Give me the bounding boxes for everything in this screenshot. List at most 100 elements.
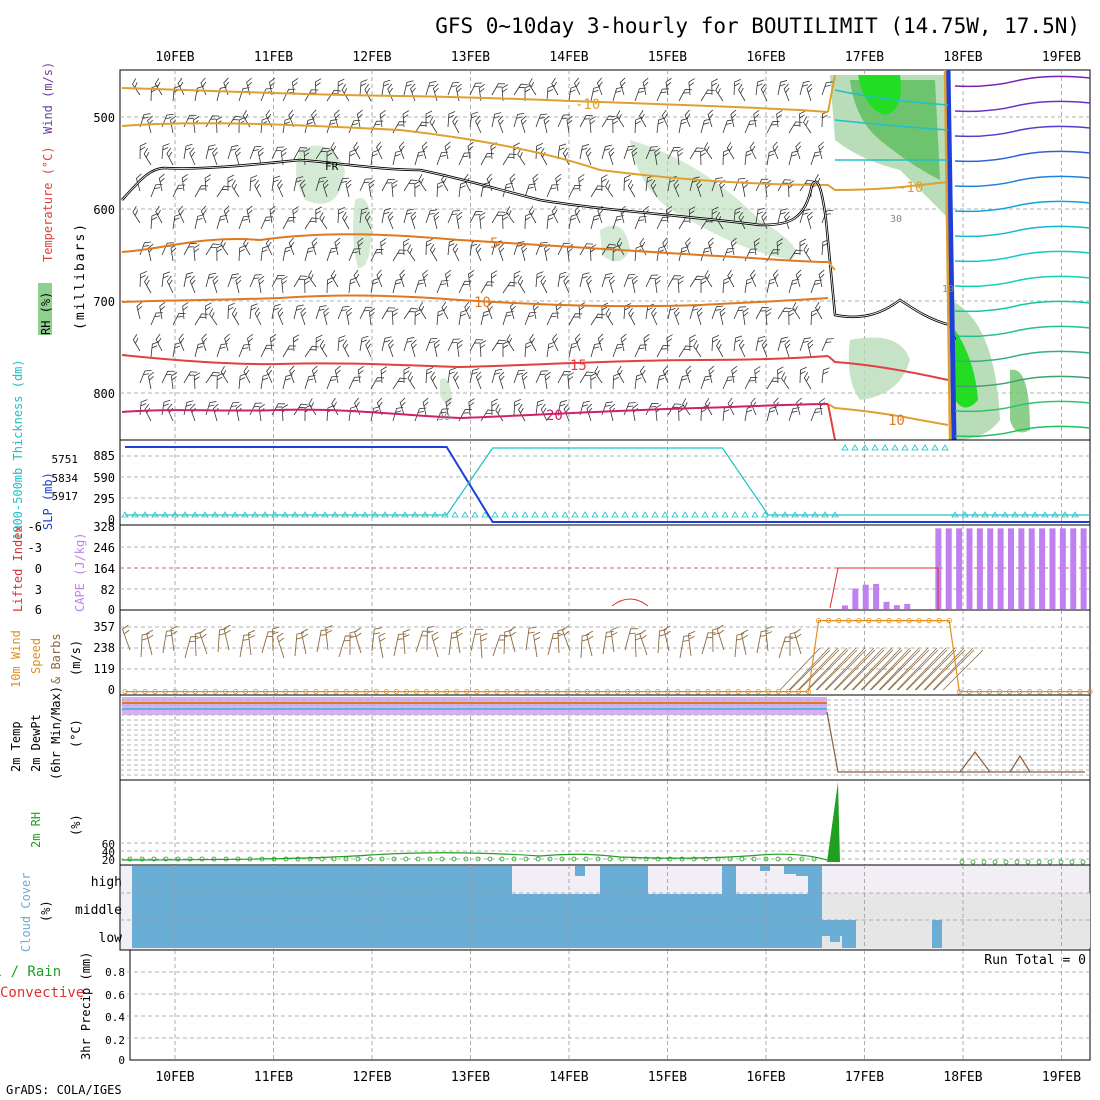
late-contour: [954, 350, 1091, 363]
wind-barb: [315, 206, 322, 224]
thickness-marker: [831, 511, 839, 518]
rh-marker: [307, 856, 313, 862]
wind-barb: [733, 306, 747, 320]
wind-barb: [380, 238, 387, 256]
wind-barb: [634, 373, 644, 390]
wind-barb: [590, 313, 605, 326]
surface-barb: [851, 647, 903, 691]
wind-barb: [700, 276, 708, 293]
wind-marker: [383, 688, 389, 695]
wind-barb: [447, 367, 457, 384]
li-tick-m6: -6: [28, 520, 42, 534]
surface-barb: [194, 631, 203, 657]
wind-marker: [906, 617, 912, 624]
wind-barb: [315, 334, 323, 352]
wind-barb: [266, 365, 273, 384]
li-tick-6: 6: [35, 603, 42, 617]
wind-barb: [579, 272, 590, 288]
wind-barb: [308, 270, 317, 288]
wind-barb: [271, 146, 285, 160]
cape-bar: [1018, 528, 1025, 609]
wind-barb: [271, 303, 281, 320]
wind-barb: [418, 302, 427, 320]
surface-barb: [431, 631, 439, 658]
wind-barb: [231, 180, 240, 198]
wind-marker: [1006, 688, 1013, 695]
surface-barb: [806, 647, 858, 691]
wind-marker: [353, 688, 359, 695]
wind-barb: [469, 339, 484, 352]
thickness-marker: [211, 511, 219, 518]
wind-barb: [738, 339, 746, 358]
thickness-marker: [661, 511, 669, 518]
thickness-marker: [431, 511, 439, 518]
wind-marker: [1047, 688, 1053, 695]
wind-barb: [673, 307, 680, 326]
wind-barb: [689, 147, 704, 160]
wind-barb: [376, 397, 383, 416]
thickness-marker: [191, 511, 199, 518]
wind-barb: [643, 333, 650, 352]
thickness-marker: [381, 511, 389, 518]
wind-marker: [232, 688, 239, 695]
wind-barb: [204, 174, 212, 192]
cape-bar: [852, 588, 859, 609]
cape-bar: [1059, 528, 1066, 609]
wind-barb: [387, 211, 394, 230]
wind-barb: [608, 147, 615, 166]
wind-marker: [152, 688, 158, 695]
wind-barb: [136, 301, 143, 320]
rh-marker: [703, 856, 709, 862]
wind10m-axis-label: 10m Wind: [9, 630, 23, 688]
wind-barb: [260, 373, 270, 390]
thickness-marker: [991, 511, 999, 518]
rh-marker: [271, 856, 277, 862]
wind-barb: [634, 216, 647, 230]
wind-barb: [170, 372, 178, 390]
wind-marker: [212, 688, 219, 695]
wind-barb: [502, 281, 517, 294]
wind-barb: [139, 370, 152, 384]
wind-barb: [223, 205, 230, 224]
thickness-marker: [781, 511, 789, 518]
wind-barb: [391, 308, 399, 326]
contour-label-15: 15: [570, 358, 587, 374]
cape-bar: [987, 528, 994, 609]
cape-bar: [966, 528, 973, 609]
rh-shading: [296, 75, 1030, 440]
rh-marker: [223, 856, 229, 862]
wind-marker: [122, 688, 128, 695]
wind-barb: [257, 147, 264, 166]
wind-marker: [263, 688, 269, 695]
wind-barb: [346, 307, 353, 326]
wind-barb: [235, 275, 242, 294]
surface-barb: [765, 625, 773, 652]
rh2m-ticks: 60 40 20: [102, 838, 115, 867]
rh-marker: [235, 856, 241, 862]
surface-barb: [824, 647, 876, 691]
wind-barb: [628, 307, 636, 326]
surface-barb: [470, 628, 484, 652]
wind-barb: [447, 338, 461, 352]
rh2m-units-label: (%): [69, 814, 83, 836]
thickness-marker: [181, 511, 189, 518]
wind-barb: [212, 147, 218, 166]
thickness-marker: [141, 511, 149, 518]
wind-barb: [579, 400, 591, 416]
wind-barb: [546, 341, 556, 358]
wind-barb: [150, 183, 163, 198]
wind-barb: [623, 174, 631, 192]
wind-barb: [212, 275, 219, 294]
thickness-marker: [461, 511, 469, 518]
wind-barb: [282, 246, 293, 262]
wind-barb: [139, 270, 147, 288]
wind-barb: [178, 333, 185, 352]
rh-marker: [415, 856, 421, 862]
surface-barb: [860, 647, 912, 691]
rh-marker: [1003, 859, 1009, 865]
rh-marker: [451, 856, 457, 862]
late-contour: [954, 325, 1091, 338]
wind-barb: [716, 339, 724, 358]
surface-barb: [199, 628, 208, 655]
wind-speed-line: [125, 619, 1090, 693]
